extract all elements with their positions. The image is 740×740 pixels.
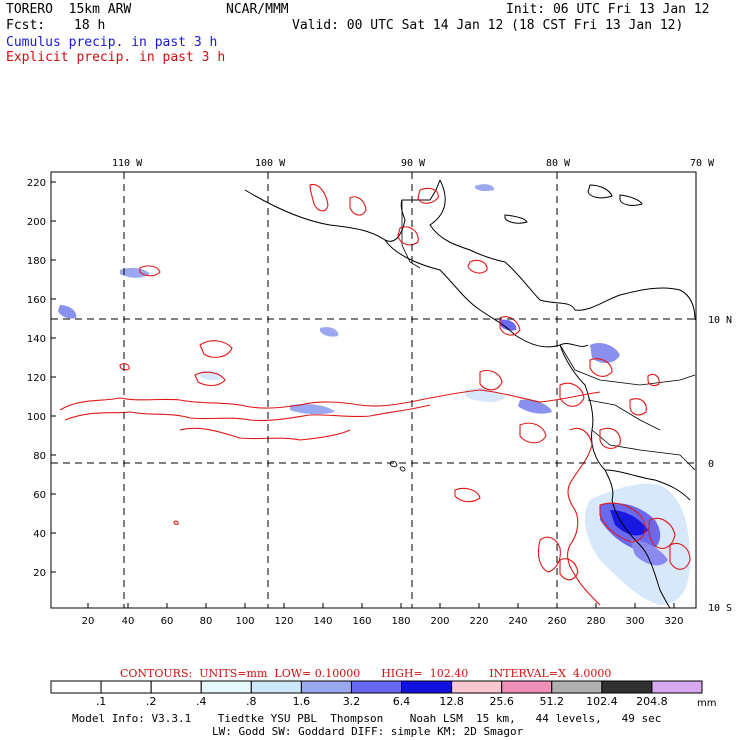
- x-tick-label: 240: [508, 616, 527, 627]
- longitude-labels: 110 W 100 W 90 W 80 W 70 W: [112, 158, 715, 169]
- x-tick-labels: 20 40 60 80 100 120 140 160 180 200 220 …: [82, 616, 684, 627]
- x-tick-label: 320: [664, 616, 683, 627]
- x-tick-label: 60: [161, 616, 174, 627]
- y-tick-label: 120: [27, 373, 46, 384]
- y-tick-label: 20: [33, 568, 46, 579]
- lon-label-70w: 70 W: [690, 158, 715, 169]
- y-tick-label: 80: [33, 451, 46, 462]
- model-info-line2: LW: Godd SW: Goddard DIFF: simple KM: 2D…: [212, 725, 524, 738]
- x-tick-label: 260: [547, 616, 566, 627]
- cumulus-precip-areas: [58, 184, 690, 605]
- coastlines: [244, 179, 696, 609]
- y-tick-labels: 220 200 180 160 140 120 100 80 60 40 20: [27, 178, 46, 579]
- colorbar-label: 25.6: [489, 695, 514, 708]
- colorbar-swatch: [150, 680, 202, 694]
- colorbar-label: .1: [96, 695, 107, 708]
- colorbar-label: 204.8: [636, 695, 668, 708]
- x-tick-label: 140: [313, 616, 332, 627]
- colorbar-labels: .1 .2 .4 .8 1.6 3.2 6.4 12.8 25.6 51.2 102.4 204.8: [96, 695, 668, 708]
- y-tick-label: 140: [27, 334, 46, 345]
- y-tick-label: 180: [27, 256, 46, 267]
- colorbar-label: 51.2: [540, 695, 565, 708]
- colorbar-swatch: [551, 680, 603, 694]
- y-tick-label: 160: [27, 295, 46, 306]
- init-time: Init: 06 UTC Fri 13 Jan 12: [506, 2, 710, 17]
- colorbar-label: .8: [246, 695, 257, 708]
- colorbar-swatch: [350, 680, 403, 694]
- lon-label-100w: 100 W: [255, 158, 286, 169]
- x-tick-label: 280: [586, 616, 605, 627]
- graticule: [51, 172, 696, 608]
- y-tick-label: 40: [33, 529, 46, 540]
- colorbar-swatch: [651, 680, 703, 694]
- x-tick-label: 40: [122, 616, 135, 627]
- x-tick-label: 300: [625, 616, 644, 627]
- colorbar-label: 12.8: [439, 695, 464, 708]
- colorbar-swatch: [401, 680, 453, 694]
- colorbar-label: 102.4: [586, 695, 618, 708]
- field-label-explicit: Explicit precip. in past 3 h: [6, 50, 226, 65]
- colorbar-label: .4: [196, 695, 207, 708]
- galapagos-islands: [389, 460, 406, 472]
- x-tick-label: 100: [235, 616, 254, 627]
- colorbar-swatch: [200, 680, 252, 694]
- colorbar-swatch: [451, 680, 503, 694]
- lat-label-10n: 10 N: [708, 315, 732, 326]
- latitude-labels: 10 N 0 10 S: [708, 315, 732, 614]
- borders: [401, 200, 696, 471]
- x-tick-label: 220: [469, 616, 488, 627]
- x-tick-label: 180: [391, 616, 410, 627]
- colorbar-label: 1.6: [293, 695, 311, 708]
- frame-ticks: [51, 181, 675, 608]
- y-tick-label: 220: [27, 178, 46, 189]
- colorbar-label: 6.4: [393, 695, 411, 708]
- fcst-value: 18 h: [74, 18, 106, 33]
- valid-time: Valid: 00 UTC Sat 14 Jan 12 (18 CST Fri …: [292, 18, 684, 33]
- colorbar-label: 3.2: [343, 695, 361, 708]
- model-name: TORERO 15km ARW: [6, 2, 132, 17]
- x-tick-label: 200: [430, 616, 449, 627]
- x-tick-label: 80: [200, 616, 213, 627]
- precip-colorbar: [50, 680, 703, 694]
- y-tick-label: 200: [27, 217, 46, 228]
- lon-label-90w: 90 W: [401, 158, 426, 169]
- colorbar-swatch: [300, 680, 352, 694]
- org-name: NCAR/MMM: [226, 2, 289, 17]
- lat-label-0: 0: [708, 459, 714, 470]
- x-tick-label: 120: [274, 616, 293, 627]
- field-label-cumulus: Cumulus precip. in past 3 h: [6, 35, 218, 50]
- x-tick-label: 160: [352, 616, 371, 627]
- colorbar-label: .2: [146, 695, 157, 708]
- lat-label-10s: 10 S: [708, 603, 732, 614]
- y-tick-label: 100: [27, 412, 46, 423]
- y-tick-label: 60: [33, 490, 46, 501]
- fcst-label: Fcst:: [6, 18, 46, 33]
- lon-label-80w: 80 W: [546, 158, 571, 169]
- explicit-precip-contours: [59, 183, 691, 606]
- model-info-line1: Model Info: V3.3.1 Tiedtke YSU PBL Thomp…: [72, 712, 662, 725]
- contours-info: CONTOURS: UNITS=mm LOW= 0.10000 HIGH= 10…: [120, 667, 612, 680]
- colorbar-swatch: [601, 680, 653, 694]
- colorbar-swatch: [501, 680, 553, 694]
- colorbar-swatch: [100, 680, 152, 694]
- colorbar-unit: mm: [697, 698, 716, 709]
- colorbar-swatch: [250, 680, 302, 694]
- x-tick-label: 20: [82, 616, 95, 627]
- colorbar-swatch: [50, 680, 102, 694]
- lon-label-110w: 110 W: [112, 158, 143, 169]
